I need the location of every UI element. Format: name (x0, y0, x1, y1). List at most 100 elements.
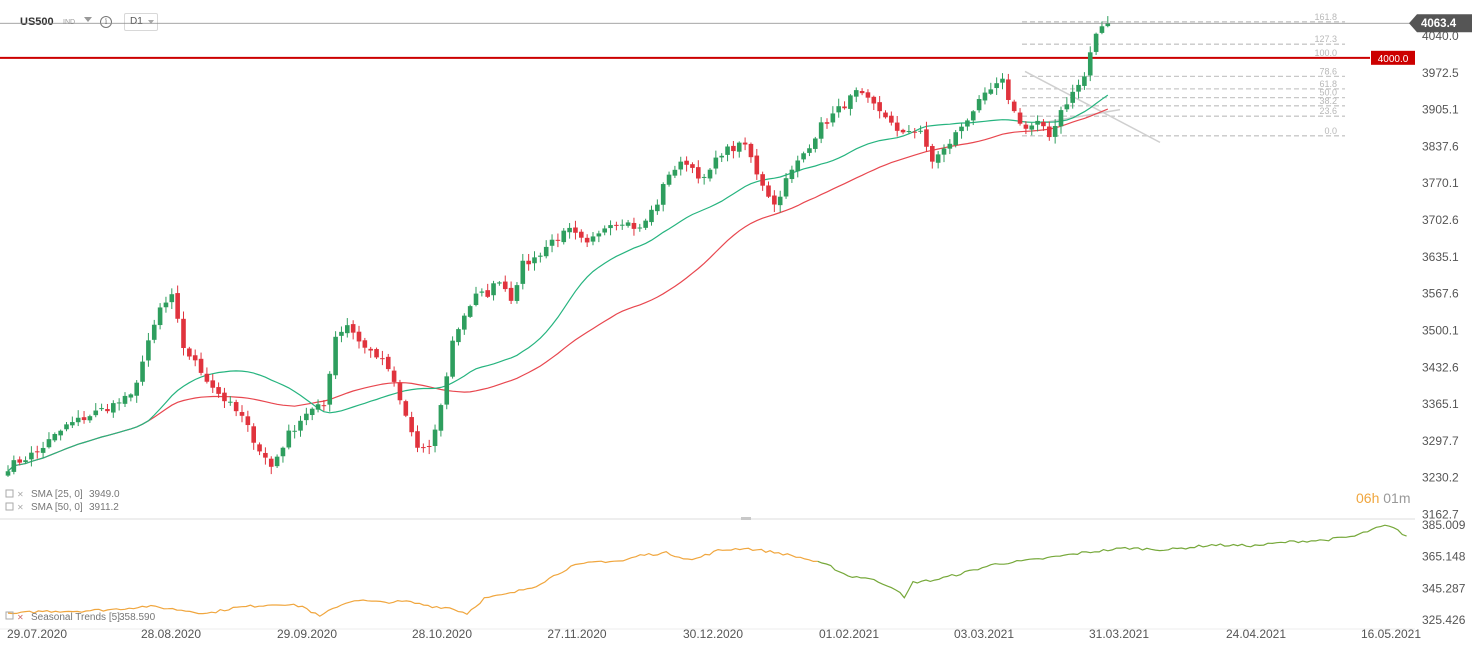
x-tick-label: 30.12.2020 (683, 627, 743, 641)
candle-body (742, 142, 748, 145)
candle-body (731, 145, 736, 152)
candle (233, 399, 239, 417)
candle-body (1041, 121, 1046, 127)
candle-body (432, 429, 438, 446)
candle-body (772, 195, 777, 205)
candle-body (889, 115, 894, 123)
candle (830, 106, 836, 127)
candle-body (573, 227, 578, 233)
candle (29, 446, 34, 467)
symbol-label[interactable]: US500 (20, 16, 54, 28)
candle (736, 141, 742, 158)
candle (561, 228, 567, 245)
candle (34, 445, 40, 459)
candle (450, 336, 455, 379)
candle-body (99, 408, 104, 410)
info-icon[interactable]: i (100, 16, 112, 28)
candle-body (900, 129, 906, 133)
candle (900, 128, 906, 135)
sma-50-line (7, 108, 1109, 472)
candle (99, 403, 104, 412)
candle (801, 151, 806, 163)
candle (567, 223, 572, 239)
candle-body (701, 176, 707, 178)
candle-body (374, 349, 379, 358)
candle (701, 173, 707, 185)
candle-body (655, 204, 660, 212)
fib-label-161.8: 161.8 (1314, 12, 1337, 22)
candle (713, 150, 719, 175)
countdown-part: m (1399, 490, 1411, 506)
candle-body (783, 178, 789, 197)
candle-body (46, 439, 52, 448)
candle (473, 286, 479, 307)
countdown-part: 01 (1379, 490, 1399, 506)
candles-group (5, 16, 1111, 477)
candle-body (286, 430, 292, 448)
symbol-dropdown-chevron-icon[interactable] (84, 17, 92, 22)
candle-body (64, 424, 69, 430)
candle-body (1000, 78, 1005, 83)
candle (11, 455, 17, 475)
candle-body (637, 227, 643, 229)
candle (526, 253, 531, 271)
candle-body (549, 239, 555, 246)
candle-body (514, 285, 520, 301)
candle (853, 87, 859, 103)
candle-body (321, 405, 327, 407)
candle (52, 432, 58, 443)
candle-body (818, 122, 824, 139)
candle (23, 456, 28, 464)
candle-body (29, 452, 34, 460)
legend-value: 3949.0 (89, 489, 120, 500)
candle-body (748, 143, 754, 158)
candle-body (824, 122, 830, 124)
x-tick-label: 16.05.2021 (1361, 627, 1421, 641)
fib-label-38.2: 38.2 (1319, 96, 1337, 106)
candle-body (848, 95, 853, 109)
candle (397, 379, 403, 405)
candle-body (327, 373, 333, 405)
candle (584, 234, 590, 248)
chart-toolbar: US500 IND i D1 (0, 0, 1400, 44)
candle (210, 374, 216, 393)
candle-body (304, 413, 309, 421)
sub-y-tick-label: 325.426 (1422, 613, 1466, 627)
seasonal-settings-icon (5, 611, 14, 620)
x-tick-label: 28.08.2020 (141, 627, 201, 641)
candle (520, 253, 526, 290)
timeframe-select[interactable]: D1 (124, 13, 158, 31)
candle-body (1052, 125, 1058, 137)
candle (421, 443, 426, 453)
candle-body (280, 447, 286, 457)
candle (848, 94, 853, 116)
candle-body (362, 340, 368, 348)
timeframe-value: D1 (130, 16, 143, 27)
candle (40, 441, 46, 458)
candle-body (345, 325, 350, 334)
candle-body (421, 447, 426, 449)
candle (579, 229, 584, 243)
candle-body (40, 447, 46, 453)
candle-body (368, 348, 373, 351)
legend-settings-icon (5, 489, 14, 498)
candle (385, 353, 391, 372)
y-tick-label: 3162.7 (1422, 508, 1459, 522)
candle (666, 171, 672, 187)
candle-body (590, 236, 596, 242)
candle-body (75, 417, 81, 423)
candle-body (23, 460, 28, 463)
candle (818, 117, 824, 144)
candle-body (315, 404, 321, 410)
candle (573, 220, 578, 240)
candle-body (292, 430, 297, 432)
candle-body (906, 131, 912, 133)
fib-label-100.0: 100.0 (1314, 48, 1337, 58)
y-tick-label: 3365.1 (1422, 397, 1459, 411)
candle (105, 403, 110, 414)
candle (409, 411, 414, 437)
candle (140, 355, 145, 386)
y-tick-label: 3432.6 (1422, 360, 1459, 374)
sub-y-tick-label: 385.009 (1422, 518, 1466, 532)
